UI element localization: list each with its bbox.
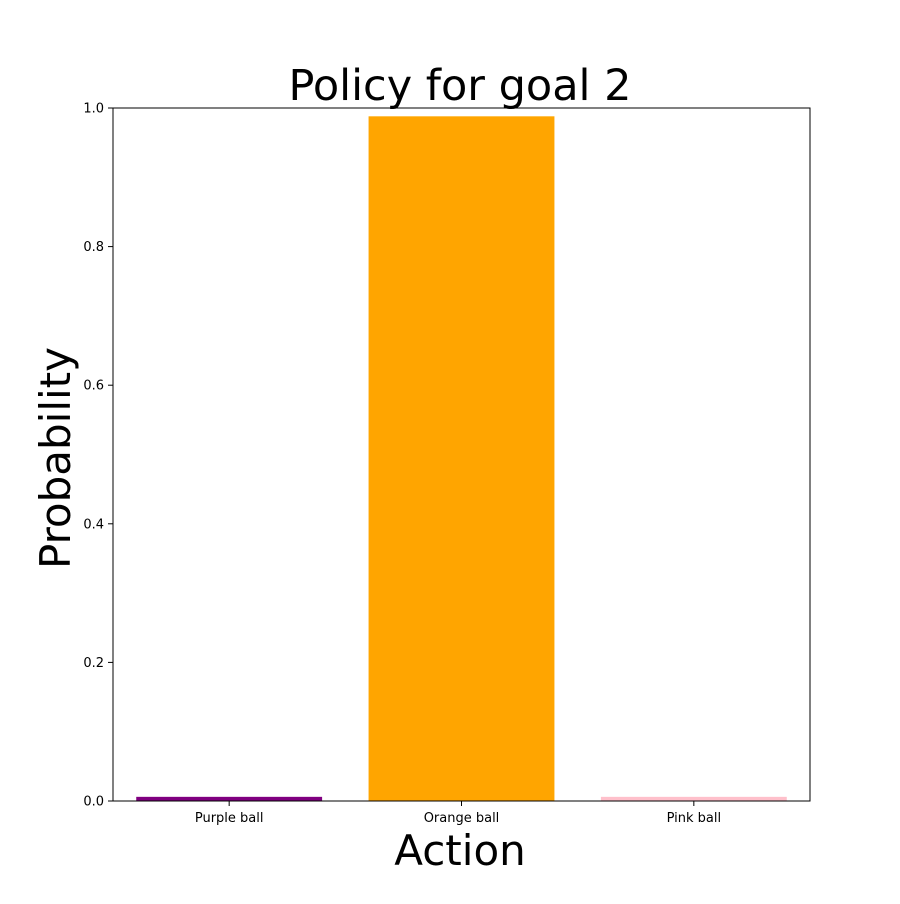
x-axis-label: Action [394, 826, 526, 875]
bar-orange-ball [368, 116, 555, 802]
y-tick-label: 0.2 [83, 656, 104, 671]
bar-purple-ball [136, 796, 323, 801]
plot-area: 0.0 0.2 0.4 0.6 0.8 1.0 Purple ball Orange ball… [83, 102, 811, 826]
y-tick-label: 1.0 [83, 102, 104, 117]
chart-title: Policy for goal 2 [288, 61, 631, 111]
y-tick-label: 0.0 [83, 795, 104, 810]
x-tick-label: Pink ball [667, 811, 722, 826]
y-tick-label: 0.6 [83, 379, 104, 394]
y-axis-label: Probability [31, 347, 80, 569]
y-tick-label: 0.4 [83, 517, 104, 532]
bar-pink-ball [600, 796, 787, 801]
x-tick-label: Orange ball [424, 811, 500, 826]
y-tick-label: 0.8 [83, 240, 104, 255]
x-tick-label: Purple ball [195, 811, 264, 826]
